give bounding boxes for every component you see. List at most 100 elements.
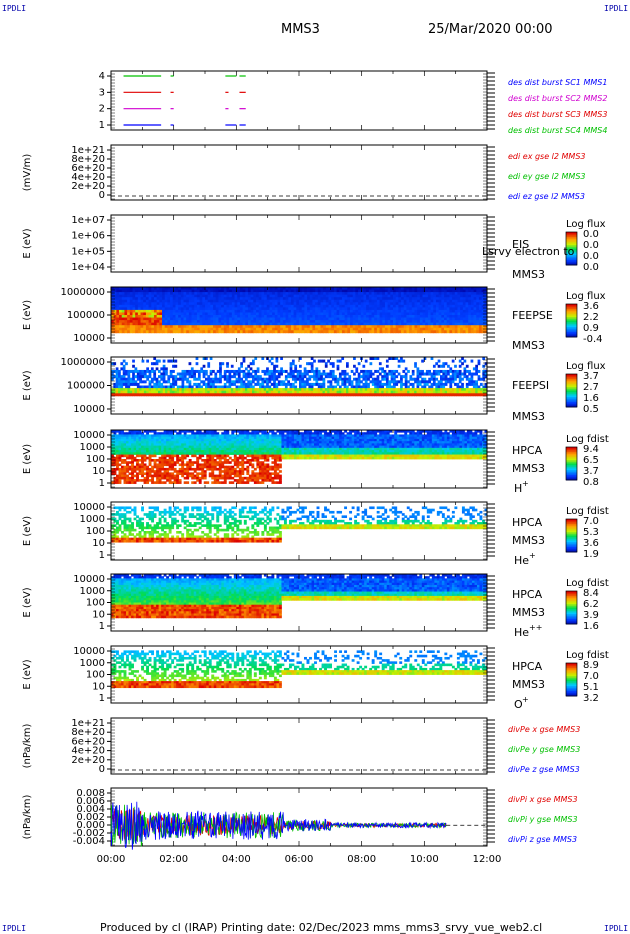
heatmap-cell: [158, 434, 162, 438]
heatmap-cell: [155, 385, 159, 389]
heatmap-cell: [468, 393, 471, 397]
heatmap-cell: [418, 372, 422, 376]
heatmap-cell: [213, 302, 217, 306]
heatmap-cell: [268, 372, 272, 376]
heatmap-cell: [341, 312, 346, 316]
heatmap-cell: [385, 364, 389, 368]
heatmap-cell: [266, 377, 269, 381]
heatmap-cell: [417, 287, 421, 290]
heatmap-cell: [288, 297, 292, 301]
heatmap-cell: [369, 393, 373, 397]
heatmap-cell: [417, 330, 421, 334]
heatmap-cell: [430, 385, 434, 389]
heatmap-cell: [247, 327, 252, 331]
heatmap-cell: [390, 385, 394, 389]
heatmap-cell: [475, 388, 478, 392]
heatmap-cell: [132, 393, 135, 397]
heatmap-cell: [465, 325, 469, 329]
heatmap-cell: [367, 393, 370, 397]
heatmap-cell: [116, 465, 119, 469]
heatmap-cell: [476, 287, 480, 290]
heatmap-cell: [282, 390, 286, 394]
heatmap-cell: [379, 317, 383, 321]
heatmap-cell: [388, 388, 392, 392]
heatmap-cell: [229, 330, 233, 334]
heatmap-cell: [132, 322, 136, 326]
heatmap-cell: [331, 377, 335, 381]
heatmap-cell: [478, 325, 483, 329]
y-tick-label: 1e+04: [71, 262, 105, 273]
heatmap-cell: [113, 447, 117, 451]
heatmap-cell: [290, 294, 295, 298]
heatmap-cell: [425, 309, 429, 313]
heatmap-cell: [347, 302, 351, 306]
heatmap-cell: [118, 390, 121, 394]
heatmap-cell: [336, 317, 340, 321]
heatmap-cell: [447, 390, 450, 394]
heatmap-cell: [212, 377, 215, 381]
heatmap-cell: [244, 375, 248, 379]
heatmap-cell: [409, 287, 413, 290]
heatmap-cell: [121, 312, 125, 316]
heatmap-cell: [395, 375, 399, 379]
heatmap-cell: [428, 377, 431, 381]
heatmap-cell: [438, 309, 442, 313]
heatmap-cell: [264, 315, 268, 318]
heatmap-cell: [457, 309, 461, 313]
heatmap-cell: [362, 390, 366, 394]
heatmap-cell: [121, 330, 125, 334]
heatmap-cell: [435, 330, 440, 334]
heatmap-cell: [367, 390, 370, 394]
heatmap-cell: [323, 299, 327, 303]
heatmap-cell: [475, 382, 478, 386]
heatmap-cell: [199, 325, 203, 329]
heatmap-cell: [113, 382, 117, 386]
heatmap-cell: [119, 309, 123, 313]
heatmap-cell: [146, 476, 149, 480]
heatmap-cell: [230, 369, 234, 373]
heatmap-cell: [280, 309, 284, 313]
heatmap-cell: [151, 454, 155, 458]
heatmap-cell: [121, 297, 125, 301]
heatmap-cell: [312, 327, 316, 331]
heatmap-cell: [481, 297, 485, 301]
heatmap-cell: [148, 307, 152, 311]
heatmap-cell: [317, 390, 321, 394]
heatmap-cell: [256, 304, 260, 308]
heatmap-cell: [446, 322, 450, 326]
heatmap-cell: [272, 299, 276, 303]
heatmap-cell: [172, 375, 175, 379]
heatmap-cell: [274, 330, 278, 334]
heatmap-cell: [138, 445, 142, 449]
heatmap-cell: [139, 388, 142, 392]
heatmap-cell: [449, 325, 453, 329]
heatmap-cell: [270, 393, 274, 397]
heatmap-cell: [215, 292, 219, 296]
y-tick-label: 100000: [67, 381, 105, 392]
heatmap-cell: [452, 317, 456, 321]
heatmap-cell: [163, 447, 167, 451]
heatmap-cell: [432, 382, 436, 386]
heatmap-cell: [414, 327, 418, 331]
heatmap-cell: [449, 367, 453, 371]
heatmap-cell: [239, 309, 243, 313]
heatmap-cell: [411, 327, 415, 331]
heatmap-cell: [136, 430, 139, 433]
heatmap-cell: [178, 330, 182, 334]
heatmap-cell: [308, 382, 312, 386]
heatmap-cell: [174, 375, 178, 379]
heatmap-cell: [427, 312, 431, 316]
heatmap-cell: [143, 390, 147, 394]
heatmap-cell: [127, 382, 131, 386]
heatmap-cell: [382, 297, 386, 301]
heatmap-cell: [125, 372, 128, 376]
heatmap-cell: [419, 297, 423, 301]
heatmap-cell: [213, 325, 217, 329]
heatmap-cell: [350, 325, 354, 329]
heatmap-cell: [333, 320, 337, 324]
heatmap-cell: [136, 450, 139, 453]
heatmap-cell: [341, 294, 346, 298]
heatmap-cell: [468, 309, 472, 313]
heatmap-cell: [272, 325, 276, 329]
heatmap-cell: [245, 289, 249, 293]
